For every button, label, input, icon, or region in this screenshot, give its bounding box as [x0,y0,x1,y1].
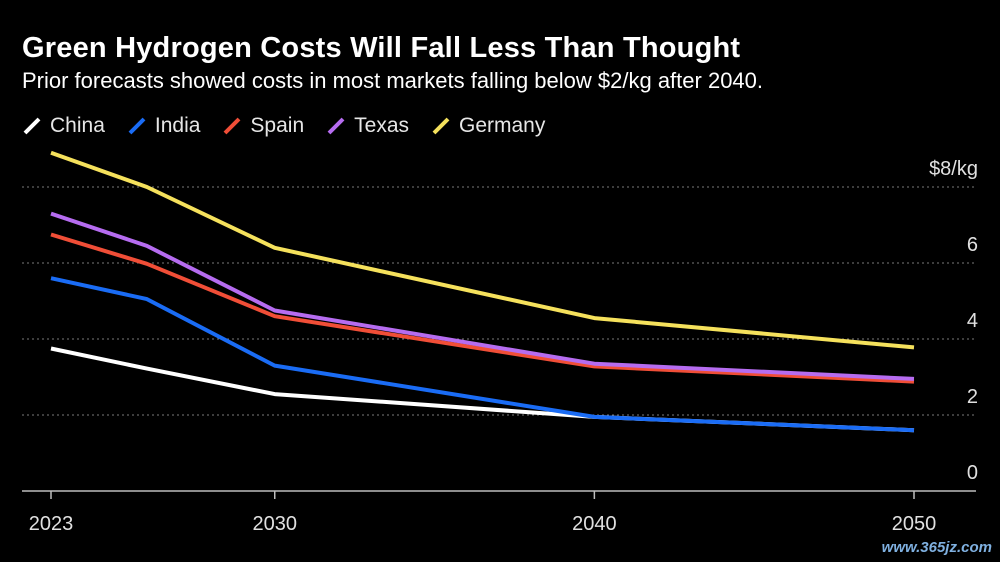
legend-item-india: India [127,114,201,138]
y-tick-label: 2 [967,386,978,408]
legend-swatch-china-icon [23,117,41,135]
chart-title: Green Hydrogen Costs Will Fall Less Than… [22,32,741,64]
x-tick-label: 2050 [892,513,937,535]
legend-item-germany: Germany [431,114,545,138]
legend-swatch-india-icon [128,117,146,135]
y-tick-label: 4 [967,310,978,332]
y-tick-label: 6 [967,234,978,256]
y-tick-label: 0 [967,462,978,484]
legend-label-texas: Texas [354,114,409,137]
y-tick-label: $8/kg [929,158,978,180]
legend-swatch-spain-icon [224,117,241,135]
series-line-spain [50,232,915,384]
legend-item-china: China [22,114,105,138]
legend-item-texas: Texas [326,114,409,138]
watermark: www.365jz.com [881,539,992,556]
legend-item-spain: Spain [222,114,304,138]
legend-label-spain: Spain [250,114,305,137]
legend-label-india: India [154,114,201,137]
legend-swatch-germany-icon [432,117,450,135]
series-line-texas [50,211,915,381]
series-line-india [50,276,915,433]
legend-label-germany: Germany [459,114,546,137]
x-tick-label: 2040 [572,513,617,535]
x-tick-label: 2030 [252,513,297,535]
legend-swatch-texas-icon [327,117,345,135]
series-line-germany [50,150,915,350]
series-line-china [50,346,915,433]
legend-label-china: China [50,114,105,137]
legend: China India Spain Texas Germany [22,114,567,138]
chart-subtitle: Prior forecasts showed costs in most mar… [22,68,764,93]
x-tick-label: 2023 [29,513,74,535]
